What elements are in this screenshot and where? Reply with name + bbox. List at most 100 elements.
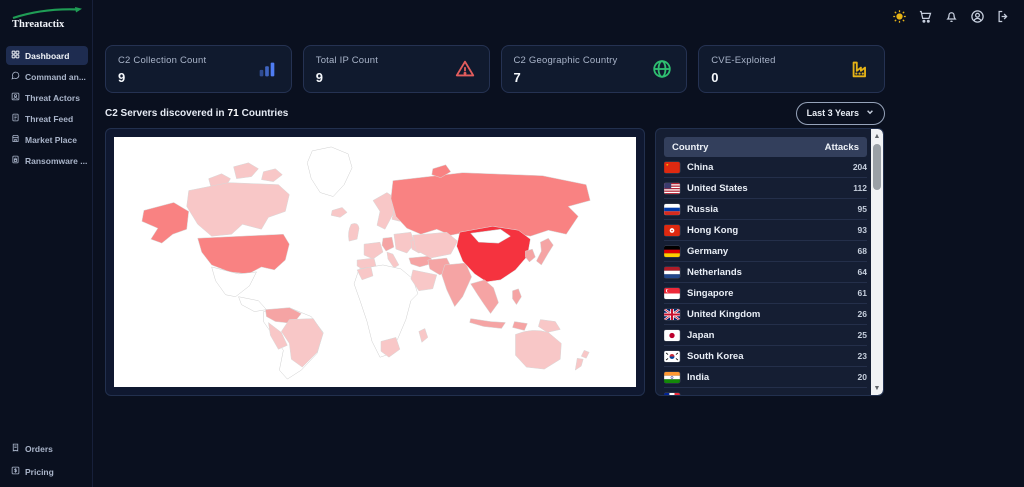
table-row: India 20 [664,367,867,388]
table-row: Netherlands 64 [664,262,867,283]
stat-value: 0 [711,70,719,85]
table-row: China 204 [664,157,867,178]
stat-label: C2 Geographic Country [513,55,618,66]
table-row: South Korea 23 [664,346,867,367]
country-flag-icon [664,245,680,257]
section-title-prefix: C2 Servers discovered in [105,107,225,119]
section-title-suffix: Countries [241,107,289,119]
table-scrollbar[interactable]: ▲ ▼ [871,129,883,395]
chat-bubble-icon [11,71,20,82]
map-card [105,128,645,396]
stat-label: C2 Collection Count [118,55,207,66]
country-name: South Korea [687,350,744,362]
account-icon[interactable] [970,9,985,24]
sidebar-item-label: Command an... [25,71,86,82]
country-name: India [687,371,710,383]
country-flag-icon [664,371,680,383]
chevron-down-icon [866,108,874,118]
country-flag-icon [664,350,680,362]
logout-icon[interactable] [996,9,1011,24]
table-row: Hong Kong 93 [664,220,867,241]
user-card-icon [11,92,20,103]
attack-count: 64 [857,267,867,277]
attack-count: 26 [857,309,867,319]
country-name: United States [687,182,748,194]
storefront-icon [11,134,20,145]
sidebar-item-label: Ransomware ... [25,155,88,166]
brand-logo[interactable]: Threatactix [9,5,89,33]
sidebar-item-dashboard[interactable]: Dashboard [6,46,88,65]
sidebar-item-orders[interactable]: Orders [6,439,88,458]
attack-count: 23 [857,351,867,361]
attack-count: 25 [857,330,867,340]
table-header: Country Attacks [664,137,867,157]
country-name: Germany [687,245,729,257]
document-icon [11,113,20,124]
attack-count: 68 [857,246,867,256]
theme-sun-icon[interactable] [892,9,907,24]
sidebar-item-market-place[interactable]: Market Place [6,130,88,149]
sidebar-item-threat-feed[interactable]: Threat Feed [6,109,88,128]
sidebar-item-threat-actors[interactable]: Threat Actors [6,88,88,107]
section-title: C2 Servers discovered in 71 Countries [105,108,288,119]
sidebar-item-label: Dashboard [25,50,70,61]
stats-row: C2 Collection Count 9 Total IP Count 9 C… [105,45,885,93]
dashboard-grid-icon [11,50,20,61]
section-title-count: 71 [227,107,239,119]
table-row: Russia 95 [664,199,867,220]
stat-value: 9 [118,70,126,85]
country-name: Hong Kong [687,224,739,236]
country-name: Japan [687,329,715,341]
sidebar-item-label: Orders [25,443,53,454]
country-name: Singapore [687,287,734,299]
sidebar-item-label: Threat Feed [25,113,74,124]
table-row: Singapore 61 [664,283,867,304]
column-country: Country [672,141,709,153]
attacks-table-card: Country Attacks China 204 United States … [655,128,884,396]
country-name: China [687,161,714,173]
country-flag-icon [664,224,680,236]
country-flag-icon [664,182,680,194]
alert-triangle-icon [454,58,476,80]
stat-label: CVE-Exploited [711,55,776,66]
country-flag-icon [664,266,680,278]
table-row: Germany 68 [664,241,867,262]
brand-name-text: Threatactix [12,19,65,30]
table-row: United States 112 [664,178,867,199]
notifications-bell-icon[interactable] [944,9,959,24]
sidebar-item-label: Market Place [25,134,77,145]
country-flag-icon [664,393,680,395]
scroll-down-arrow-icon[interactable]: ▼ [873,384,881,392]
sidebar-item-label: Pricing [25,466,54,477]
section-header: C2 Servers discovered in 71 Countries La… [105,100,885,126]
sidebar-item-pricing[interactable]: Pricing [6,462,88,481]
factory-icon [849,58,871,80]
table-row [664,388,867,395]
scroll-up-arrow-icon[interactable]: ▲ [873,132,881,140]
table-row: United Kingdom 26 [664,304,867,325]
cart-icon[interactable] [918,9,933,24]
sidebar-item-command-and-control[interactable]: Command an... [6,67,88,86]
sidebar-item-label: Threat Actors [25,92,80,103]
stat-card-total-ip: Total IP Count 9 [302,45,490,93]
time-range-select[interactable]: Last 3 Years [795,101,885,125]
map-countries [141,146,591,380]
attack-count: 61 [857,288,867,298]
attack-count: 204 [852,162,867,172]
stat-card-geographic-country: C2 Geographic Country 7 [500,45,688,93]
scrollbar-thumb[interactable] [873,144,881,190]
sidebar-nav: Dashboard Command an... Threat Actors Th… [0,46,93,170]
country-flag-icon [664,161,680,173]
stat-label: Total IP Count [315,55,379,66]
topbar-actions [892,9,1011,24]
sidebar: Threatactix Dashboard Command an... Thre… [0,0,93,487]
sidebar-item-ransomware[interactable]: Ransomware ... [6,151,88,170]
country-flag-icon [664,287,680,299]
table-rows-viewport[interactable]: China 204 United States 112 Russia 95 Ho… [664,157,867,395]
stat-value: 9 [315,70,323,85]
stat-card-cve-exploited: CVE-Exploited 0 [698,45,885,93]
attack-count: 93 [857,225,867,235]
sidebar-bottom-nav: Orders Pricing [0,439,93,481]
world-choropleth-map[interactable] [114,137,636,387]
